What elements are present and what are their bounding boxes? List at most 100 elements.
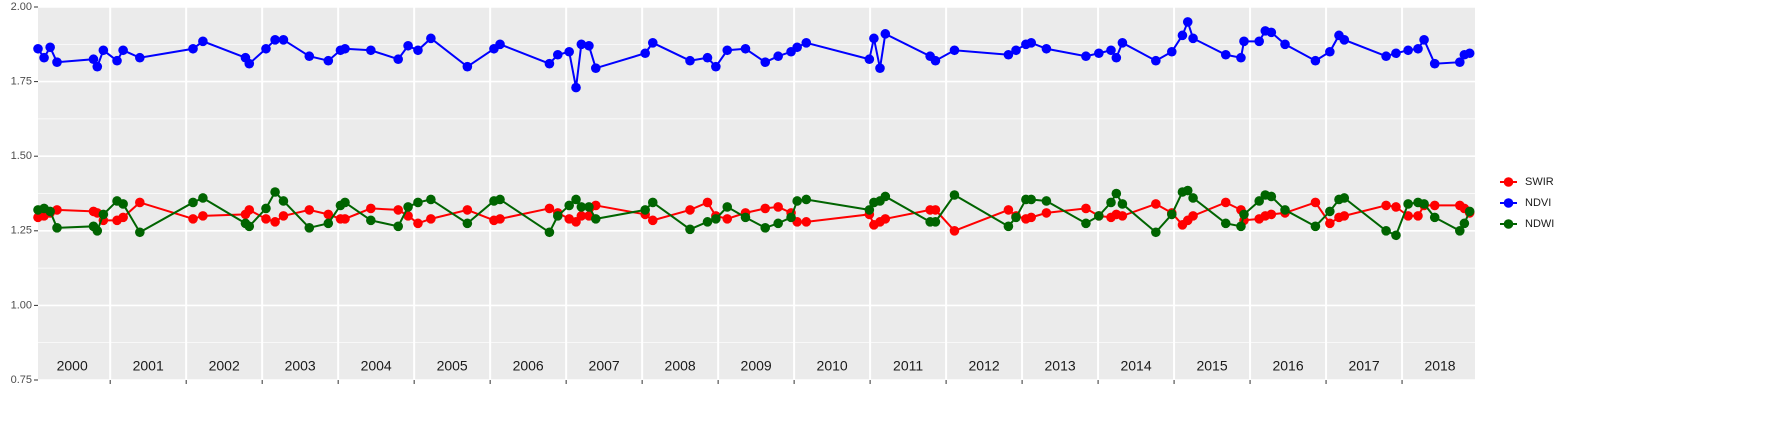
point xyxy=(118,212,128,223)
point xyxy=(760,203,771,214)
point xyxy=(1391,202,1401,212)
point xyxy=(760,223,771,233)
point xyxy=(366,45,376,56)
point xyxy=(270,217,280,227)
point xyxy=(740,212,751,223)
point xyxy=(1177,30,1188,41)
point xyxy=(571,194,581,205)
point xyxy=(544,227,555,238)
point xyxy=(702,52,713,63)
point xyxy=(278,35,289,45)
point xyxy=(1236,52,1246,63)
point xyxy=(1003,49,1014,60)
point xyxy=(340,43,350,54)
point xyxy=(1419,35,1429,45)
point xyxy=(576,202,587,212)
point xyxy=(304,51,315,62)
point xyxy=(949,45,960,56)
y-tick-label: 1.25 xyxy=(11,225,32,237)
point xyxy=(1429,200,1440,211)
point xyxy=(1117,199,1128,209)
point xyxy=(1188,211,1198,221)
point xyxy=(135,52,145,63)
legend-label: NDVI xyxy=(1525,197,1551,209)
point xyxy=(792,196,802,206)
point xyxy=(930,217,941,227)
point xyxy=(92,226,103,236)
point xyxy=(304,205,315,215)
point xyxy=(1310,197,1321,208)
point xyxy=(590,214,601,224)
point xyxy=(323,209,334,220)
point xyxy=(112,55,122,66)
point xyxy=(1239,209,1249,220)
point xyxy=(39,52,49,63)
point xyxy=(1381,200,1391,211)
point xyxy=(1280,39,1290,50)
point xyxy=(413,45,423,56)
point xyxy=(1003,205,1014,215)
point xyxy=(304,223,315,233)
x-tick-label: 2000 xyxy=(57,358,88,374)
point xyxy=(403,202,413,212)
point xyxy=(98,209,109,220)
point xyxy=(426,33,436,44)
point xyxy=(1429,212,1440,223)
point xyxy=(801,194,812,205)
point xyxy=(1266,191,1277,202)
point xyxy=(1413,43,1423,54)
point xyxy=(393,54,403,65)
x-tick-label: 2006 xyxy=(513,358,544,374)
point xyxy=(792,42,802,53)
point xyxy=(1403,211,1413,221)
point xyxy=(244,205,255,215)
point xyxy=(773,51,783,62)
legend-label: NDWI xyxy=(1525,218,1554,230)
point xyxy=(1339,193,1350,203)
point xyxy=(1166,46,1177,57)
point xyxy=(1455,226,1465,236)
point xyxy=(740,43,751,54)
x-tick-label: 2015 xyxy=(1196,358,1227,374)
point xyxy=(92,61,103,72)
point xyxy=(711,61,721,72)
point xyxy=(1381,51,1391,62)
point xyxy=(1455,57,1465,68)
point xyxy=(1325,218,1335,229)
point xyxy=(1111,52,1122,63)
point xyxy=(426,214,436,224)
point xyxy=(1094,48,1104,59)
point xyxy=(1182,185,1193,196)
point xyxy=(393,221,403,232)
point xyxy=(1026,38,1037,48)
point xyxy=(52,223,62,233)
point xyxy=(1081,51,1091,62)
point xyxy=(261,203,271,214)
point xyxy=(722,45,733,56)
x-tick-label: 2010 xyxy=(817,358,848,374)
point xyxy=(1413,211,1423,221)
point xyxy=(1220,218,1231,229)
x-tick-label: 2011 xyxy=(893,358,923,374)
y-tick-label: 1.00 xyxy=(11,299,32,311)
point xyxy=(685,55,695,66)
x-tick-label: 2016 xyxy=(1272,358,1303,374)
point xyxy=(590,63,601,73)
point xyxy=(647,38,658,48)
x-tick-label: 2013 xyxy=(1045,358,1076,374)
axes: 0.75 1.00 1.25 1.50 1.75 2.00 2000 2001 2002 2003… xyxy=(11,1,1456,386)
point xyxy=(584,40,594,51)
point xyxy=(323,55,334,66)
y-tick-label: 2.00 xyxy=(11,1,32,13)
x-tick-label: 2004 xyxy=(361,358,392,374)
x-tick-label: 2008 xyxy=(665,358,696,374)
point xyxy=(702,197,713,208)
point xyxy=(1381,226,1391,236)
point xyxy=(949,190,960,200)
point xyxy=(188,43,198,54)
point xyxy=(1081,203,1091,214)
point xyxy=(1236,221,1246,232)
point xyxy=(880,29,891,39)
point xyxy=(118,45,128,56)
point xyxy=(1310,55,1321,66)
